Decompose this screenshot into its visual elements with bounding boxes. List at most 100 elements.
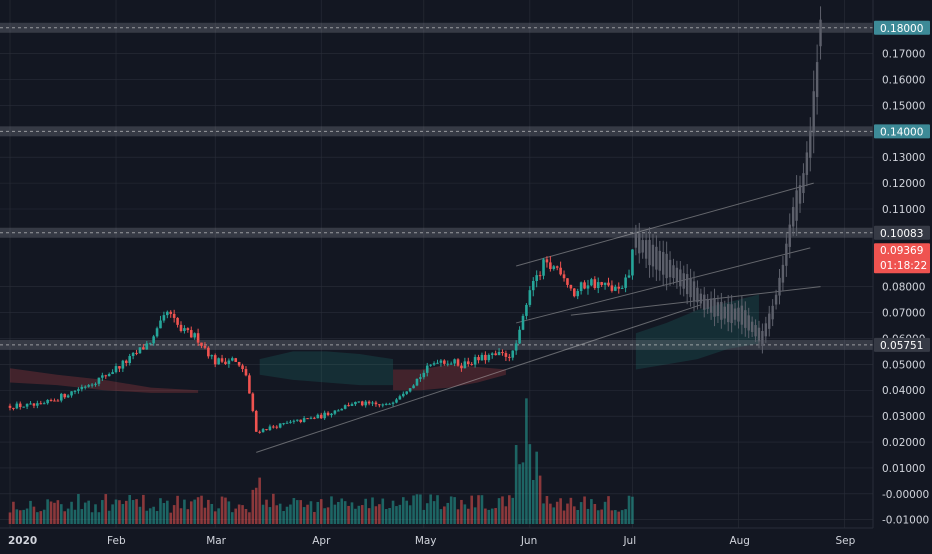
volume-bar <box>470 495 473 524</box>
volume-bar <box>395 506 398 524</box>
candle-body <box>193 333 196 338</box>
candle-body <box>118 366 121 369</box>
volume-bar <box>333 504 337 524</box>
volume-bar <box>46 499 49 524</box>
candle-body <box>337 410 340 412</box>
candle-body <box>466 361 470 365</box>
volume-bar <box>248 512 251 524</box>
volume-bar <box>302 507 306 524</box>
candle-body <box>224 361 227 364</box>
volume-bar <box>97 512 101 524</box>
candle-body <box>347 405 350 407</box>
candle-body <box>196 333 200 343</box>
projection-body <box>727 304 730 323</box>
volume-bar <box>610 510 614 524</box>
resistance-014-band[interactable] <box>0 126 873 137</box>
candle-body <box>384 403 388 405</box>
volume-bar <box>282 511 285 524</box>
volume-bar <box>473 507 477 524</box>
volume-bar <box>586 508 590 524</box>
candles <box>8 249 634 434</box>
candle-body <box>415 378 419 386</box>
projection-body <box>651 244 655 267</box>
candle-body <box>395 399 398 403</box>
resistance-01008-band[interactable] <box>0 227 873 238</box>
time-tick-label: May <box>415 535 437 547</box>
projection-body <box>781 264 785 283</box>
candle-body <box>60 393 63 401</box>
time-axis[interactable]: 2020 Feb Mar Apr May Jun Jul Aug Sep <box>8 535 856 547</box>
last-price-value: 0.09369 <box>880 245 923 257</box>
candle-body <box>569 284 573 289</box>
projection-body <box>696 287 699 303</box>
candle-body <box>142 347 145 350</box>
volume-bar <box>531 479 535 524</box>
bar-countdown: 01:18:22 <box>880 260 927 272</box>
volume-bar <box>566 503 569 524</box>
projection-body <box>791 207 795 227</box>
candle-body <box>200 342 203 346</box>
projection-body <box>771 305 774 320</box>
projection-body <box>682 273 685 289</box>
resistance-014-tag-text: 0.14000 <box>880 126 923 138</box>
projection-body <box>798 185 802 204</box>
resistance-01008-tag <box>874 225 930 240</box>
projection-body <box>672 265 675 279</box>
candle-body <box>429 364 432 366</box>
volume-bar <box>337 501 340 524</box>
volume-bar <box>22 509 25 524</box>
rising-support[interactable] <box>256 304 701 453</box>
price-tick-label: 0.17000 <box>882 49 925 61</box>
candle-body <box>145 343 149 350</box>
projection-body <box>689 278 692 298</box>
volume-bar <box>189 501 193 524</box>
candle-body <box>203 345 207 348</box>
price-axis-panel[interactable] <box>873 0 932 550</box>
volume-bar <box>172 505 176 524</box>
support-0057-tag <box>874 337 930 352</box>
candle-body <box>155 328 159 337</box>
volume-bar <box>600 509 603 524</box>
support-0057-band[interactable] <box>0 339 873 350</box>
volume-bar <box>66 508 70 524</box>
candle-body <box>350 404 354 406</box>
volume-bar <box>39 511 43 524</box>
candle-body <box>473 357 477 365</box>
volume-bar <box>121 504 125 524</box>
candle-body <box>12 407 15 409</box>
volume-bar <box>408 505 412 524</box>
projection-body <box>757 327 761 342</box>
volume-bar <box>323 508 326 524</box>
candle-body <box>244 369 248 376</box>
price-tick-label: 0.05000 <box>882 359 925 371</box>
cloud-red <box>393 364 506 391</box>
candle-body <box>443 360 446 364</box>
candle-body <box>186 328 190 331</box>
candle-body <box>135 352 138 354</box>
volume-bar <box>350 502 354 524</box>
candle-body <box>258 431 261 433</box>
candle-body <box>330 413 333 416</box>
candle-body <box>56 400 60 402</box>
channel-upper[interactable] <box>516 182 814 267</box>
candle-body <box>378 404 381 406</box>
volume-bar <box>313 511 316 524</box>
candle-body <box>514 343 518 351</box>
candle-body <box>600 282 603 285</box>
candle-body <box>381 404 385 406</box>
volume-bar <box>514 445 518 524</box>
candle-body <box>545 259 549 263</box>
volume-bar <box>593 504 597 524</box>
volume-bar <box>244 508 248 524</box>
volume-bar <box>227 501 231 524</box>
resistance-018-band[interactable] <box>0 22 873 33</box>
volume-bar <box>583 496 586 524</box>
projection-body <box>709 298 713 313</box>
candle-body <box>138 347 142 354</box>
volume-bar <box>388 508 391 524</box>
volume-bar <box>319 499 323 524</box>
volume-bar <box>83 502 87 524</box>
projection-body <box>692 281 696 302</box>
